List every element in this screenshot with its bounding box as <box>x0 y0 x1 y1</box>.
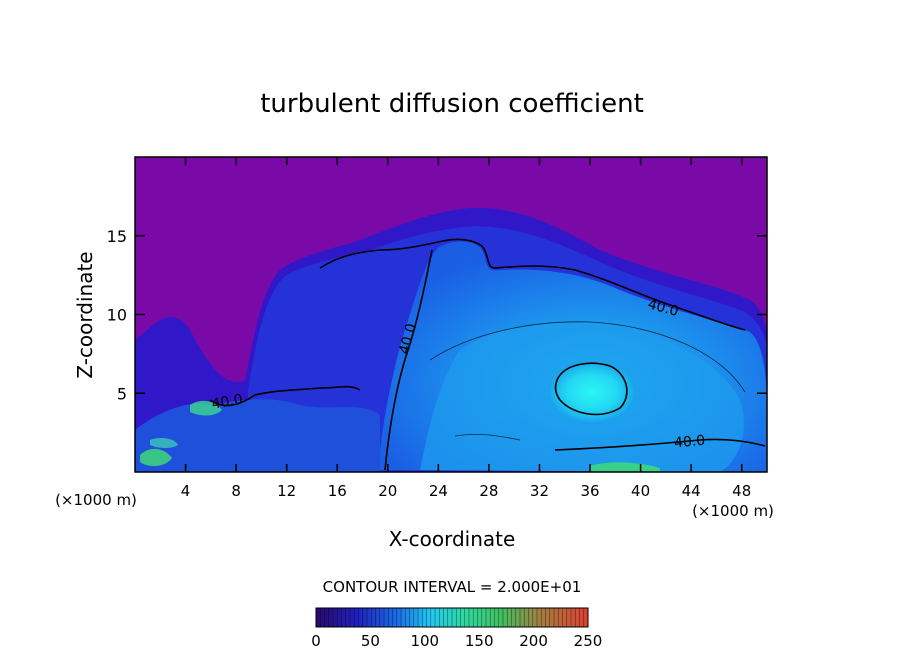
x-tick-label: 28 <box>479 482 498 500</box>
x-tick-label: 36 <box>580 482 599 500</box>
contour-line-core <box>554 362 628 416</box>
x-axis: 4 8 12 16 20 24 28 32 36 40 44 48 <box>181 157 751 500</box>
colorbar: 0 50 100 150 200 250 <box>311 607 603 650</box>
contour-label: 40.0 <box>646 296 680 320</box>
x-unit-label-left: (×1000 m) <box>55 491 137 509</box>
y-tick-label: 5 <box>117 384 127 403</box>
x-axis-label: X-coordinate <box>389 527 516 551</box>
x-tick-label: 16 <box>328 482 347 500</box>
plot-area: 40.0 40.0 40.0 40.0 <box>135 157 767 472</box>
x-tick-label: 4 <box>181 482 191 500</box>
y-axis: 5 10 15 <box>107 227 767 403</box>
colorbar-tick-label: 0 <box>311 632 321 650</box>
y-tick-label: 10 <box>107 306 127 325</box>
core-region <box>550 362 634 422</box>
contour-line-outer <box>319 238 746 331</box>
contour-label: 40.0 <box>211 391 244 412</box>
x-tick-label: 20 <box>378 482 397 500</box>
green-patch-2 <box>190 400 222 416</box>
x-tick-label: 24 <box>429 482 448 500</box>
x-tick-label: 32 <box>530 482 549 500</box>
colorbar-tick-label: 150 <box>465 632 494 650</box>
y-axis-label: Z-coordinate <box>73 251 97 378</box>
colorbar-tick-label: 200 <box>519 632 548 650</box>
chart-title: turbulent diffusion coefficient <box>260 89 644 119</box>
x-tick-label: 12 <box>277 482 296 500</box>
x-tick-label: 44 <box>682 482 701 500</box>
contour-line-thin-1 <box>429 321 746 393</box>
green-patch-4 <box>150 437 178 449</box>
contour-label: 40.0 <box>673 433 705 452</box>
contour-line-lower <box>554 438 766 451</box>
x-tick-label: 40 <box>631 482 650 500</box>
colorbar-tick-label: 100 <box>410 632 439 650</box>
colorbar-tick-label: 50 <box>361 632 380 650</box>
x-unit-label-right: (×1000 m) <box>692 502 774 520</box>
contour-label: 40.0 <box>396 322 420 356</box>
x-tick-label: 48 <box>732 482 751 500</box>
lower-turbulent-band <box>135 399 380 472</box>
y-tick-label: 15 <box>107 227 127 246</box>
contour-interval-text: CONTOUR INTERVAL = 2.000E+01 <box>323 578 582 596</box>
contour-line-plume <box>384 249 433 471</box>
green-patch-1 <box>140 448 172 467</box>
x-tick-label: 8 <box>231 482 241 500</box>
contour-line-thin-2 <box>454 433 521 441</box>
colorbar-tick-label: 250 <box>574 632 603 650</box>
contour-line-left <box>209 385 361 407</box>
green-patch-3 <box>590 462 660 472</box>
